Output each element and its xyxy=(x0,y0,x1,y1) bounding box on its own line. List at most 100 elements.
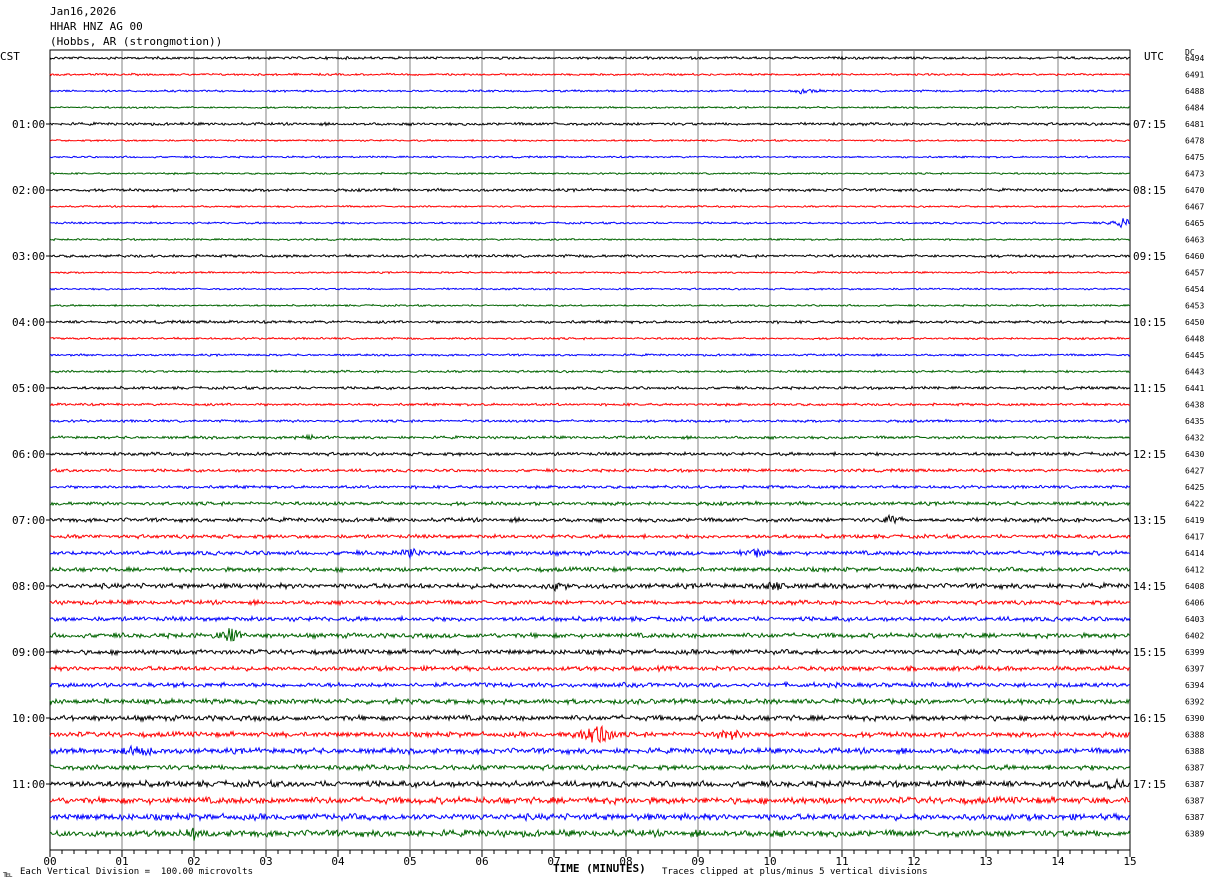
dc-offset-label: 6403 xyxy=(1185,615,1204,624)
x-tick-label: 04 xyxy=(331,855,345,868)
right-hour-label: 09:15 xyxy=(1133,250,1166,263)
trace-line xyxy=(49,433,1131,441)
x-tick-label: 10 xyxy=(763,855,776,868)
trace-line xyxy=(49,547,1131,560)
trace-line xyxy=(49,204,1130,209)
trace-line xyxy=(49,724,1131,744)
clip-note: Traces clipped at plus/minus 5 vertical … xyxy=(662,867,928,877)
left-hour-label: 05:00 xyxy=(12,382,45,395)
x-tick-label: 03 xyxy=(259,855,272,868)
trace-line xyxy=(49,55,1131,61)
right-hour-label: 10:15 xyxy=(1133,316,1166,329)
trace-line xyxy=(49,88,1131,95)
left-hour-label: 03:00 xyxy=(12,250,45,263)
trace-line xyxy=(49,253,1131,259)
trace-line xyxy=(50,500,1131,508)
x-tick-label: 07 xyxy=(547,855,560,868)
trace-line xyxy=(49,744,1131,757)
trace-line xyxy=(49,450,1131,458)
trace-line xyxy=(49,628,1131,642)
x-tick-label: 11 xyxy=(835,855,848,868)
dc-offset-label: 6397 xyxy=(1185,665,1204,674)
trace-line xyxy=(49,402,1131,408)
right-hour-label: 08:15 xyxy=(1133,184,1166,197)
trace-line xyxy=(49,680,1131,689)
dc-offset-label: 6417 xyxy=(1185,533,1204,542)
dc-offset-label: 6454 xyxy=(1185,285,1204,294)
right-hour-label: 14:15 xyxy=(1133,580,1166,593)
dc-offset-label: 6392 xyxy=(1185,698,1204,707)
left-hour-label: 08:00 xyxy=(12,580,45,593)
right-hour-label: 12:15 xyxy=(1133,448,1166,461)
dc-offset-label: 6389 xyxy=(1185,830,1204,839)
trace-line xyxy=(49,187,1131,193)
dc-label: DC xyxy=(1185,48,1195,57)
trace-line xyxy=(49,319,1131,325)
dc-offset-label: 6387 xyxy=(1185,813,1204,822)
left-hour-label: 11:00 xyxy=(12,778,45,791)
dc-offset-label: 6427 xyxy=(1185,467,1204,476)
trace-line xyxy=(49,827,1131,841)
dc-offset-label: 6435 xyxy=(1185,417,1204,426)
dc-offset-label: 6453 xyxy=(1185,302,1204,311)
trace-line xyxy=(49,303,1131,308)
left-hour-label: 09:00 xyxy=(12,646,45,659)
trace-line xyxy=(49,777,1131,791)
x-axis-label: TIME (MINUTES) xyxy=(553,862,646,875)
date-label: Jan16,2026 xyxy=(50,5,117,18)
right-timezone-label: UTC xyxy=(1144,50,1164,63)
trace-line xyxy=(49,121,1131,127)
scale-note: Each Vertical Division = 100.00 microvol… xyxy=(20,867,253,877)
trace-line xyxy=(49,138,1131,143)
trace-line xyxy=(49,811,1131,823)
trace-line xyxy=(49,581,1131,593)
trace-line xyxy=(49,72,1131,77)
dc-offset-label: 6473 xyxy=(1185,170,1204,179)
dc-offset-label: 6387 xyxy=(1185,780,1204,789)
dc-offset-label: 6467 xyxy=(1185,203,1204,212)
dc-offset-label: 6387 xyxy=(1185,797,1204,806)
right-hour-label: 17:15 xyxy=(1133,778,1166,791)
x-tick-label: 15 xyxy=(1123,855,1136,868)
trace-line xyxy=(49,418,1131,424)
trace-line xyxy=(49,484,1131,491)
dc-offset-label: 6430 xyxy=(1185,450,1204,459)
dc-offset-label: 6457 xyxy=(1185,269,1204,278)
trace-line xyxy=(50,218,1131,229)
station-label: HHAR HNZ AG 00 xyxy=(50,20,143,33)
trace-line xyxy=(49,565,1131,574)
dc-offset-label: 6481 xyxy=(1185,120,1204,129)
trace-line xyxy=(49,713,1131,723)
dc-offset-label: 6414 xyxy=(1185,549,1204,558)
left-hour-label: 02:00 xyxy=(12,184,45,197)
x-tick-label: 00 xyxy=(43,855,56,868)
dc-offset-label: 6465 xyxy=(1185,219,1204,228)
dc-offset-label: 6412 xyxy=(1185,566,1204,575)
left-hour-label: 07:00 xyxy=(12,514,45,527)
left-hour-label: 10:00 xyxy=(12,712,45,725)
x-tick-label: 02 xyxy=(187,855,200,868)
trace-line xyxy=(49,795,1131,807)
dc-offset-label: 6390 xyxy=(1185,714,1204,723)
trace-line xyxy=(49,664,1131,673)
dc-offset-label: 6443 xyxy=(1185,368,1204,377)
right-hour-label: 11:15 xyxy=(1133,382,1166,395)
right-hour-label: 07:15 xyxy=(1133,118,1166,131)
dc-offset-label: 6406 xyxy=(1185,599,1204,608)
trace-line xyxy=(49,171,1131,176)
trace-line xyxy=(49,614,1131,624)
x-tick-label: 14 xyxy=(1051,855,1065,868)
trace-line xyxy=(49,369,1131,374)
trace-line xyxy=(49,105,1131,110)
dc-offset-label: 6402 xyxy=(1185,632,1204,641)
dc-offset-label: 6388 xyxy=(1185,731,1204,740)
dc-offset-label: 6463 xyxy=(1185,236,1204,245)
trace-line xyxy=(49,647,1131,657)
dc-offset-label: 6470 xyxy=(1185,186,1204,195)
trace-line xyxy=(49,155,1131,159)
dc-offset-label: 6438 xyxy=(1185,401,1204,410)
dc-offset-label: 6491 xyxy=(1185,71,1204,80)
x-tick-label: 09 xyxy=(691,855,704,868)
x-tick-label: 08 xyxy=(619,855,632,868)
